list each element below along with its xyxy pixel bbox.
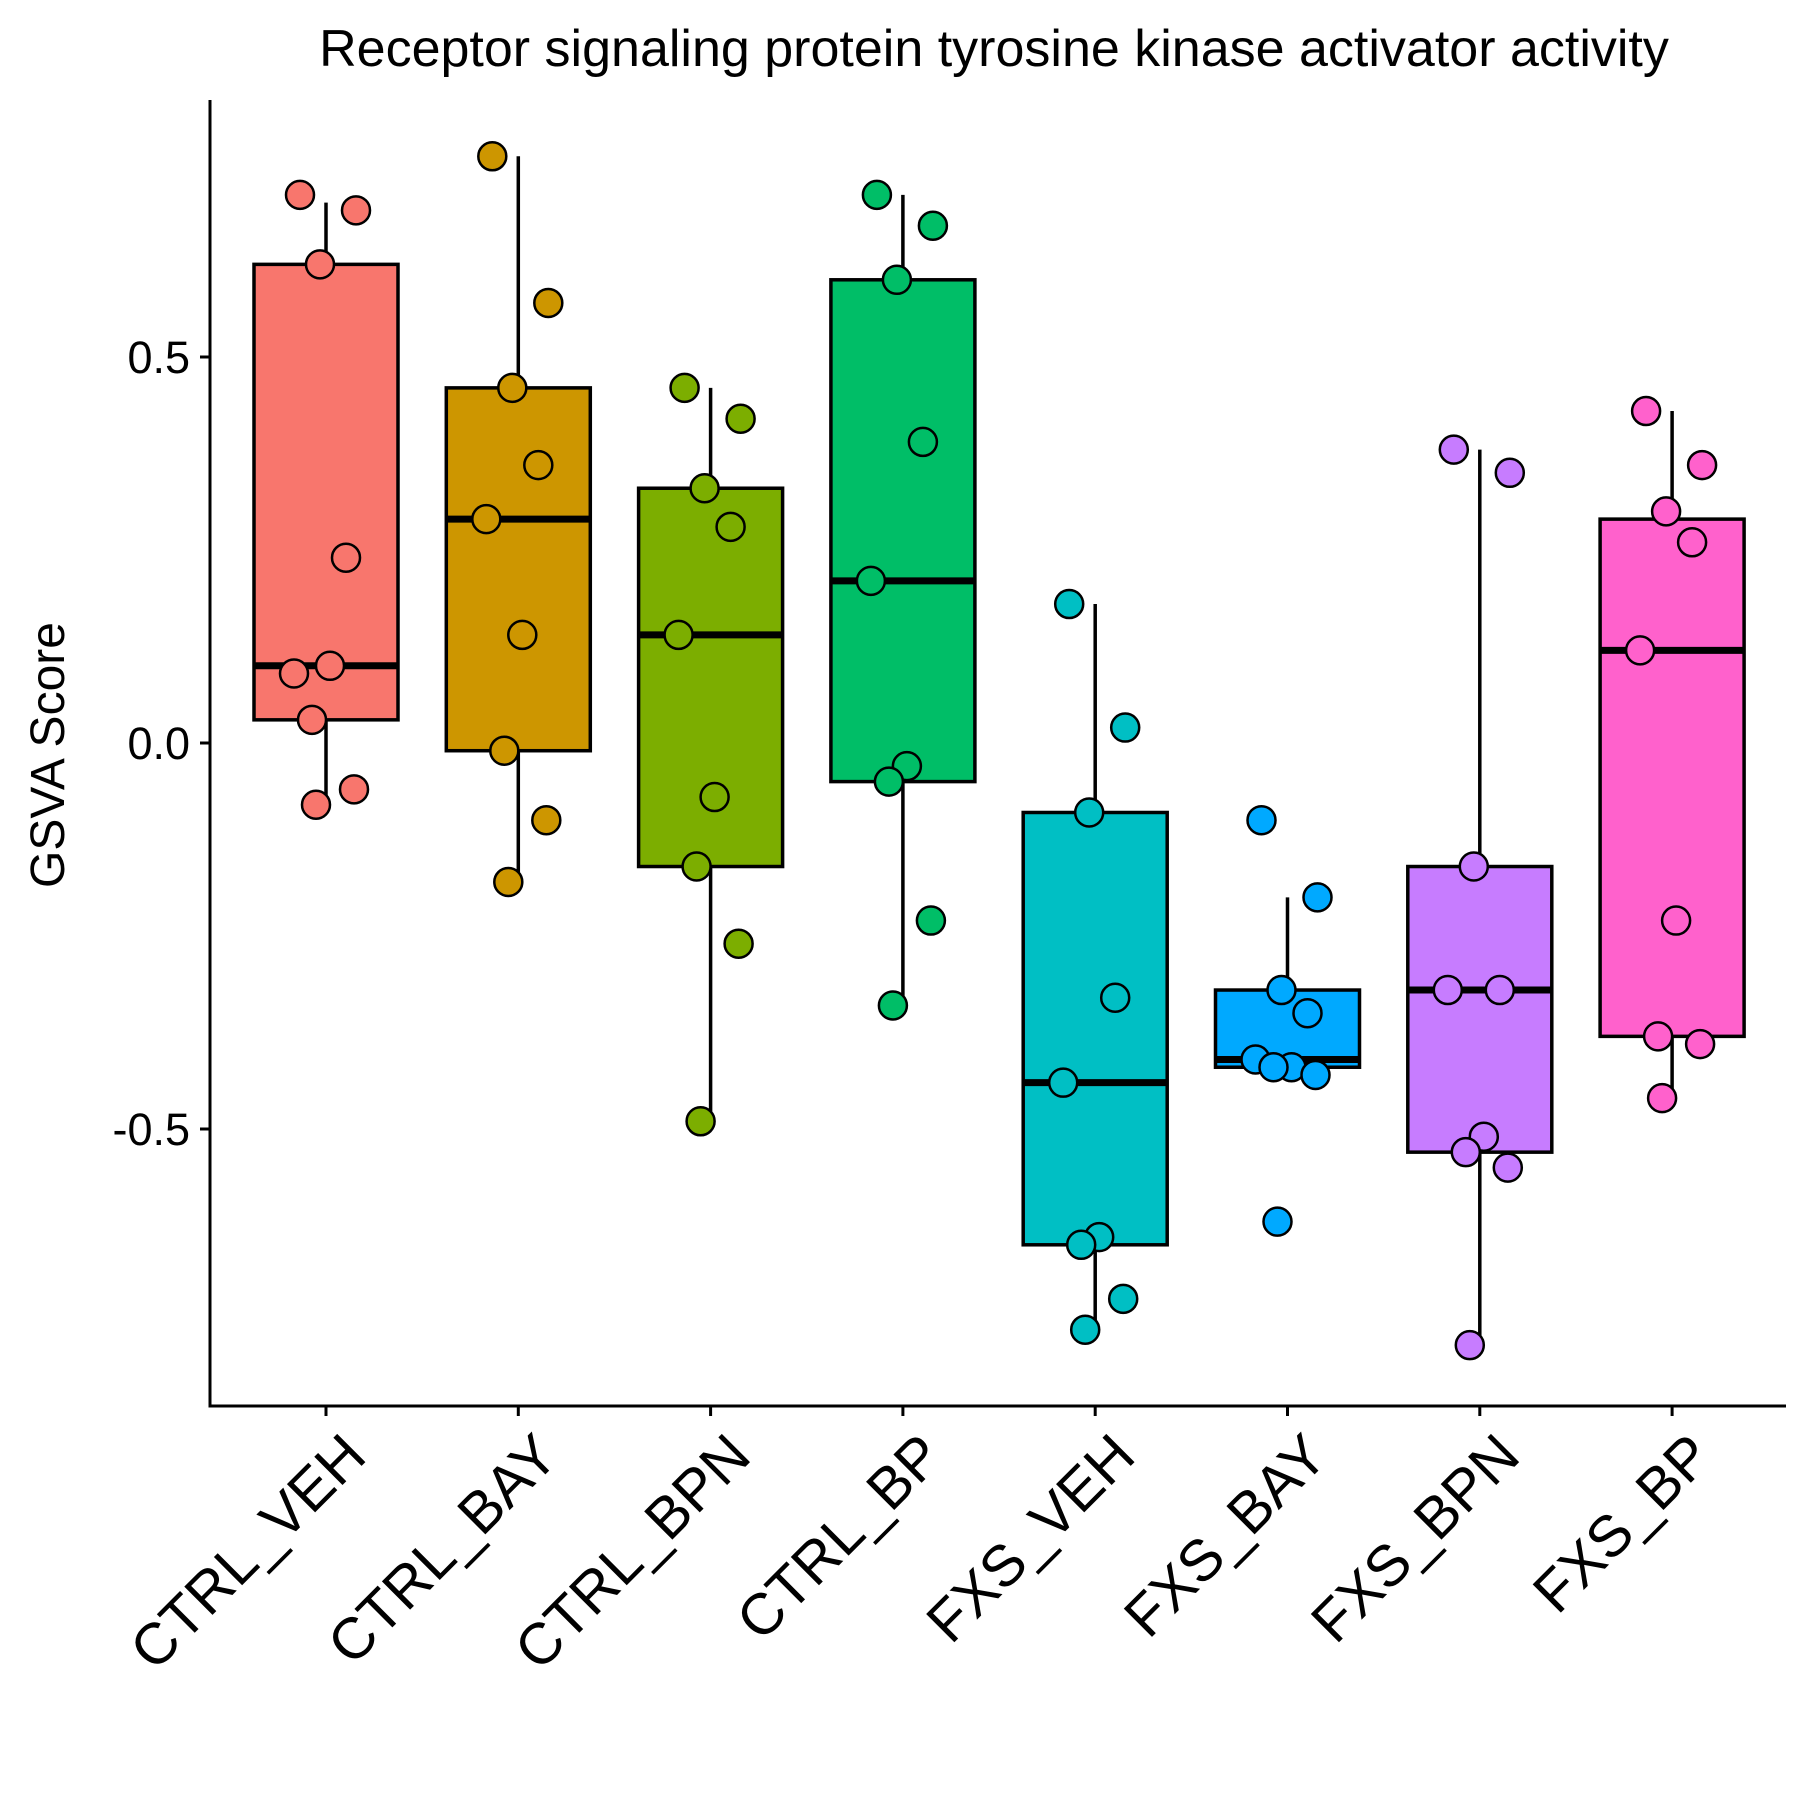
data-point [1484, 974, 1516, 1006]
data-point [300, 789, 332, 821]
box [1406, 864, 1554, 1154]
data-point [1262, 1206, 1293, 1237]
data-point [507, 619, 538, 651]
data-point [1246, 804, 1277, 836]
data-point [1458, 851, 1490, 882]
x-tick-label: FXS_VEH [914, 1422, 1147, 1655]
data-point [497, 372, 528, 404]
box-group-fxs-veh [1021, 588, 1169, 1345]
data-point [1660, 905, 1692, 936]
data-point [304, 249, 336, 280]
data-point [877, 990, 909, 1021]
data-point [471, 503, 502, 535]
data-point [685, 1106, 716, 1137]
y-tick-label: 0.0 [127, 718, 190, 769]
x-tick-label: FXS_BPN [1299, 1422, 1532, 1655]
data-point [489, 735, 520, 766]
data-point [1450, 1136, 1482, 1168]
box [829, 278, 977, 784]
data-point [1642, 1021, 1674, 1052]
data-point [1258, 1051, 1289, 1083]
y-axis-label: GSVA Score [22, 622, 75, 888]
data-point [1300, 1059, 1331, 1091]
data-point [699, 781, 730, 813]
x-tick-label: CTRL_BP [724, 1422, 955, 1653]
box-group-fxs-bp [1598, 395, 1746, 1114]
data-point [493, 866, 524, 898]
data-point [1109, 712, 1141, 743]
data-point [855, 565, 887, 597]
plot-area [252, 141, 1746, 1361]
data-point [477, 141, 508, 172]
data-point [715, 511, 746, 543]
data-point [284, 179, 316, 211]
data-point [1107, 1283, 1139, 1315]
data-point [1630, 395, 1662, 427]
data-point [1266, 974, 1297, 1006]
data-point [873, 766, 905, 797]
x-axis-ticks: CTRL_VEHCTRL_BAYCTRL_BPNCTRL_BPFXS_VEHFX… [118, 1406, 1724, 1682]
data-point [1686, 449, 1718, 481]
data-point [278, 658, 310, 689]
data-point [523, 449, 554, 481]
data-point [1432, 974, 1464, 1006]
data-point [1684, 1028, 1716, 1060]
data-point [1676, 527, 1708, 558]
box-group-ctrl-bp [829, 179, 977, 1021]
data-point [907, 426, 939, 458]
y-tick-label: 0.5 [127, 332, 190, 383]
box [1021, 810, 1169, 1247]
data-point [881, 264, 913, 296]
data-point [330, 542, 362, 573]
data-point [681, 851, 712, 882]
data-point [531, 804, 562, 836]
data-point [861, 179, 893, 211]
data-point [1646, 1082, 1678, 1114]
data-point [1494, 457, 1526, 489]
data-point [1454, 1329, 1486, 1361]
data-point [1053, 588, 1085, 620]
data-point [723, 928, 754, 959]
data-point [340, 195, 372, 226]
data-point [1069, 1314, 1101, 1345]
box-group-ctrl-veh [252, 179, 400, 821]
box [444, 386, 593, 753]
data-point [1302, 882, 1333, 913]
data-point [1438, 434, 1470, 465]
data-point [1047, 1067, 1079, 1098]
box-group-fxs-bay [1213, 804, 1362, 1237]
data-point [296, 704, 328, 736]
data-point [1099, 982, 1131, 1014]
data-point [917, 210, 949, 242]
x-tick-label: FXS_BP [1521, 1422, 1724, 1625]
data-point [533, 287, 564, 319]
box [1598, 517, 1746, 1039]
data-point [1292, 997, 1323, 1029]
chart-title: Receptor signaling protein tyrosine kina… [319, 20, 1669, 78]
data-point [669, 372, 700, 404]
data-point [1492, 1152, 1524, 1183]
y-axis-ticks: 0.5 0.0 -0.5 [112, 332, 210, 1155]
box-group-ctrl-bpn [636, 372, 785, 1137]
data-point [1073, 797, 1105, 828]
data-point [663, 619, 694, 651]
data-point [1065, 1229, 1097, 1261]
data-point [1650, 496, 1682, 527]
data-point [314, 650, 346, 682]
data-point [338, 774, 370, 805]
data-point [915, 905, 947, 936]
box-group-ctrl-bay [444, 141, 593, 898]
data-point [1624, 635, 1656, 666]
data-point [689, 472, 720, 504]
box-group-fxs-bpn [1406, 434, 1554, 1361]
y-tick-label: -0.5 [112, 1104, 190, 1155]
data-point [725, 403, 756, 435]
